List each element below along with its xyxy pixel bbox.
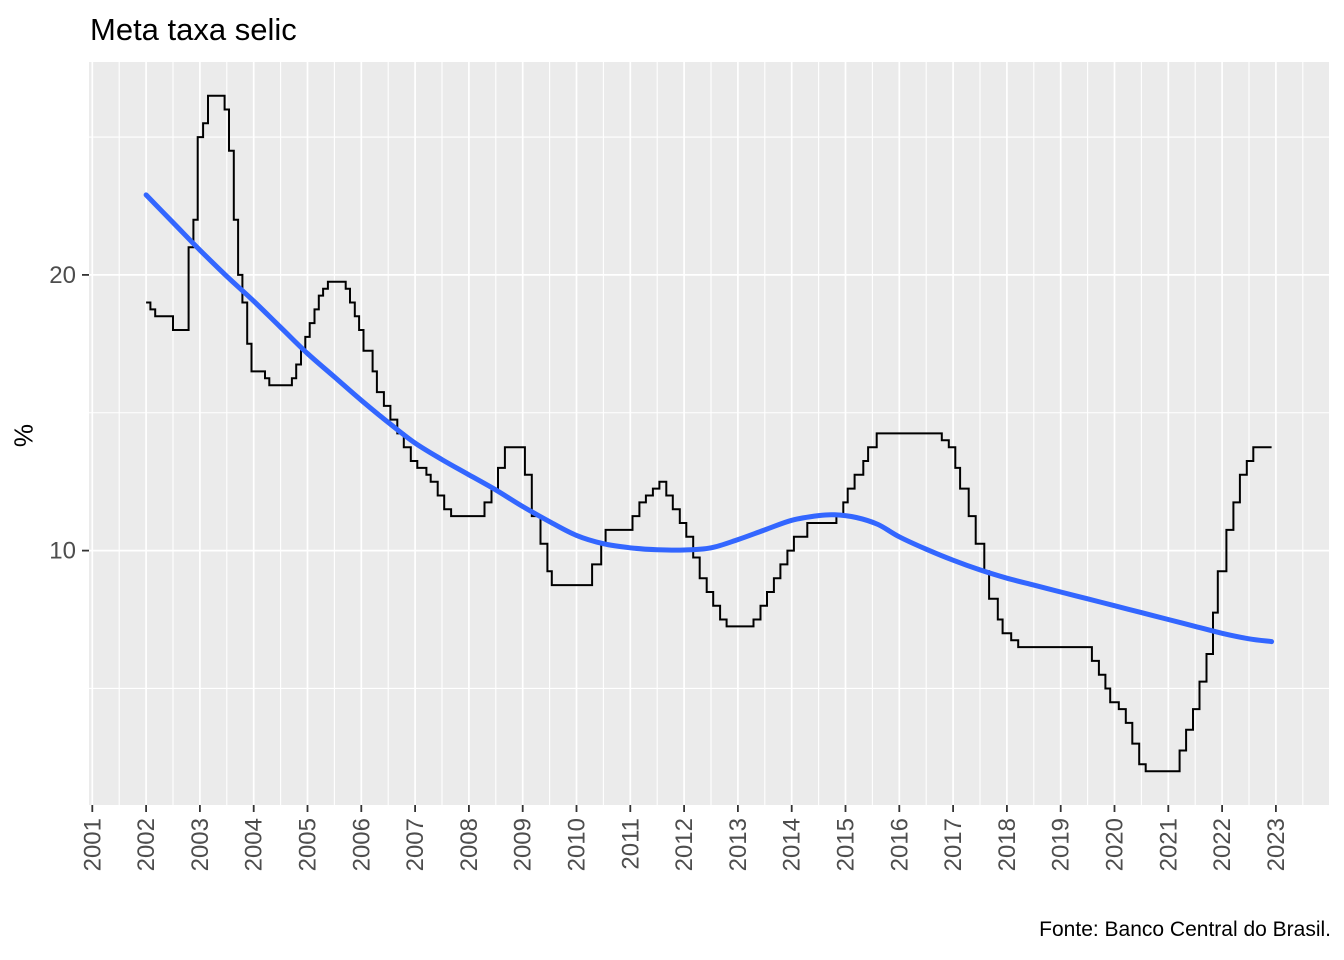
x-tick-label: 2005 [295, 818, 322, 871]
x-tick-label: 2009 [510, 818, 537, 871]
x-tick-label: 2022 [1209, 818, 1236, 871]
x-tick-label: 2014 [779, 818, 806, 871]
chart-title: Meta taxa selic [90, 12, 297, 47]
x-tick-label: 2017 [940, 818, 967, 871]
x-tick-label: 2015 [833, 818, 860, 871]
x-tick-label: 2021 [1155, 818, 1182, 871]
x-tick-label: 2008 [456, 818, 483, 871]
x-tick-label: 2010 [564, 818, 591, 871]
x-tick-label: 2012 [671, 818, 698, 871]
x-tick-label: 2018 [994, 818, 1021, 871]
x-tick-label: 2001 [79, 818, 106, 871]
x-tick-label: 2006 [348, 818, 375, 871]
x-tick-label: 2004 [241, 818, 268, 871]
y-tick-label: 10 [49, 538, 76, 565]
x-tick-label: 2002 [133, 818, 160, 871]
x-tick-label: 2011 [617, 818, 644, 870]
x-tick-label: 2003 [187, 818, 214, 871]
x-tick-label: 2019 [1048, 818, 1075, 871]
chart-caption: Fonte: Banco Central do Brasil. [1039, 918, 1331, 941]
x-tick-label: 2016 [886, 818, 913, 871]
y-tick-label: 20 [49, 262, 76, 289]
x-tick-label: 2023 [1263, 818, 1290, 871]
smooth-trend-line [143, 192, 1275, 645]
x-tick-label: 2020 [1102, 818, 1129, 871]
x-tick-label: 2013 [725, 818, 752, 871]
selic-step-line [146, 94, 1272, 773]
x-tick-label: 2007 [402, 818, 429, 871]
panel-background [89, 62, 1329, 805]
